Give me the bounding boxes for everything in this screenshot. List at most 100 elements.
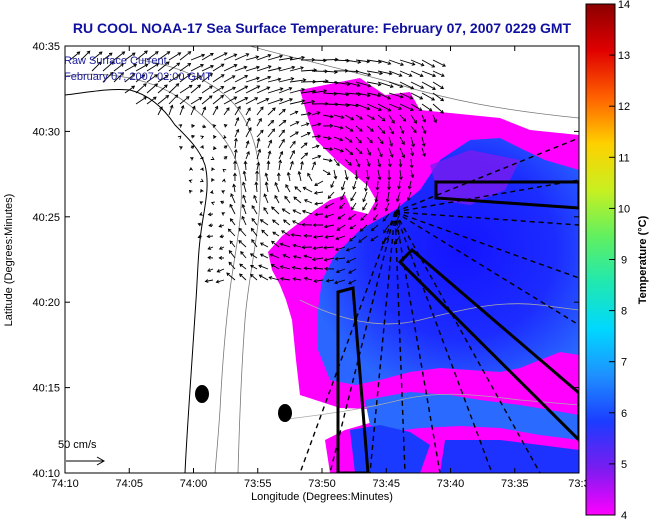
current-vector-head [231, 75, 236, 79]
current-vector [304, 199, 313, 204]
current-vector-head [302, 186, 307, 191]
current-vector-head [281, 129, 285, 134]
current-vector [311, 123, 321, 127]
current-vector [265, 182, 269, 193]
current-vector [282, 208, 291, 215]
current-vector [370, 235, 379, 242]
current-vector [432, 114, 437, 123]
current-vector-head [337, 215, 342, 220]
cold-water-shelf [440, 440, 579, 473]
current-vector [322, 58, 338, 61]
current-vector-head [301, 222, 305, 227]
current-vector [245, 77, 260, 83]
current-vector-head [317, 134, 322, 139]
current-vector-head [359, 116, 363, 120]
current-vector [223, 96, 237, 105]
current-vector [325, 235, 335, 238]
current-vector [344, 59, 361, 63]
current-vector-head [209, 190, 214, 194]
current-vector [355, 136, 362, 144]
current-vector [366, 103, 382, 111]
current-vector [234, 75, 248, 83]
current-vector [421, 59, 435, 68]
current-vector [293, 255, 302, 259]
current-vector [157, 106, 163, 116]
current-vector [300, 132, 311, 138]
current-vector-head [349, 151, 354, 156]
current-vector-head [379, 140, 384, 145]
current-vector [278, 77, 294, 83]
current-vector-head [324, 101, 329, 106]
current-vector [278, 160, 281, 171]
current-vector [205, 279, 214, 282]
current-vector-head [220, 200, 224, 205]
current-vector-head [222, 135, 227, 139]
current-vector-head [369, 139, 373, 144]
current-vector [313, 267, 324, 270]
current-vector-head [303, 266, 308, 271]
current-vector [269, 276, 280, 281]
current-vector-head [154, 83, 159, 87]
current-vector-head [98, 51, 103, 55]
current-vector [373, 213, 379, 221]
current-vector-head [264, 181, 269, 186]
current-vector [289, 131, 299, 138]
current-vector-head [144, 50, 148, 55]
current-vector-head [261, 229, 266, 234]
current-vector [314, 202, 324, 205]
current-vector [289, 88, 305, 94]
current-vector [399, 103, 414, 111]
current-vector [201, 65, 214, 72]
current-vector [190, 64, 204, 72]
current-vector-head [312, 266, 317, 271]
current-vector [300, 161, 303, 171]
current-vector [350, 191, 357, 201]
current-vector [234, 97, 248, 105]
current-vector-head [233, 64, 238, 68]
current-vector-head [251, 205, 256, 209]
current-vector-head [272, 231, 277, 236]
current-vector-head [282, 254, 287, 258]
current-vector-head [292, 220, 296, 224]
current-vector [292, 220, 302, 226]
current-vector-head [442, 63, 446, 67]
current-vector [260, 253, 269, 259]
current-vector [326, 279, 335, 282]
current-vector-head [327, 195, 332, 199]
current-vector-head [335, 269, 340, 274]
current-vector [355, 169, 358, 180]
current-vector-head [411, 143, 415, 148]
current-vector-head [303, 276, 308, 281]
current-vector-head [210, 201, 215, 206]
current-vector-head [198, 97, 203, 101]
current-vector [355, 114, 363, 120]
current-vector [337, 213, 346, 220]
current-vector-head [312, 246, 317, 251]
current-vector [421, 147, 426, 157]
current-vector-head [204, 279, 209, 283]
current-vector [135, 96, 147, 105]
current-vector-head [408, 73, 413, 77]
current-vector [355, 147, 363, 154]
current-vector [388, 81, 403, 88]
current-vector [377, 70, 392, 75]
current-vector [234, 138, 237, 149]
current-vector-head [185, 96, 190, 100]
current-vector [289, 161, 294, 171]
scale-label: 50 cm/s [58, 439, 97, 451]
current-vector [267, 128, 275, 138]
current-vector [278, 129, 285, 138]
current-vector [289, 111, 298, 116]
current-vector [346, 257, 357, 263]
current-vector-head [339, 205, 343, 210]
current-vector [157, 84, 168, 94]
current-vector-head [277, 66, 282, 71]
current-vector-head [339, 137, 344, 142]
chart-title: RU COOL NOAA-17 Sea Surface Temperature:… [73, 20, 572, 36]
current-vector [362, 202, 368, 211]
current-vector [240, 251, 247, 259]
current-vector-head [351, 206, 355, 211]
current-vector [223, 64, 237, 72]
current-vector [333, 103, 350, 106]
current-vector-head [378, 107, 383, 112]
